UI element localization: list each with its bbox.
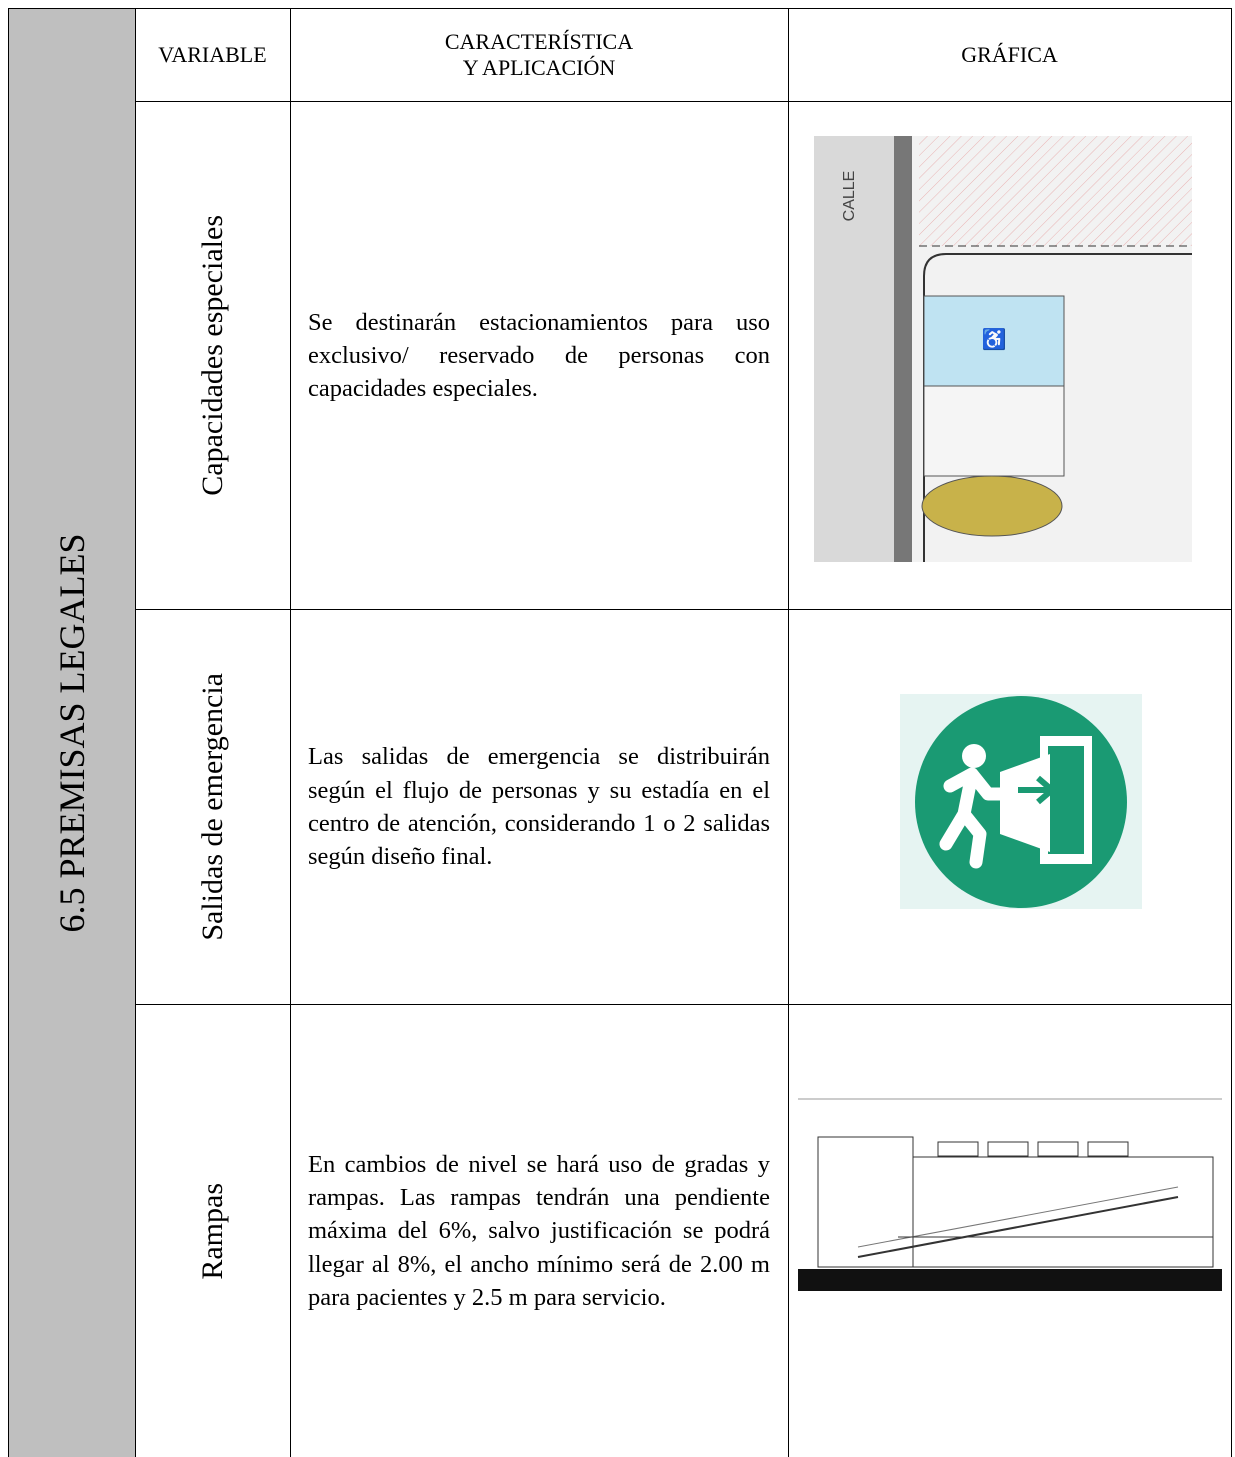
- side-label: 6.5 PREMISAS LEGALES: [52, 533, 92, 933]
- figure-cell: ♿ CALLE: [788, 101, 1232, 610]
- exit-sign: [900, 694, 1142, 909]
- description: Las salidas de emergencia se distribuirá…: [308, 743, 770, 871]
- figure-cell: [788, 1004, 1232, 1457]
- ramp-section: [798, 1087, 1222, 1297]
- variable-label: Rampas: [195, 1182, 229, 1280]
- description-cell: Las salidas de emergencia se distribuirá…: [290, 609, 789, 1005]
- variable-label: Capacidades especiales: [195, 215, 229, 496]
- header-cell: GRÁFICA: [788, 8, 1232, 102]
- header-cell: VARIABLE: [135, 8, 291, 102]
- variable-cell: Capacidades especiales: [135, 101, 291, 610]
- header-cell: CARACTERÍSTICA Y APLICACIÓN: [290, 8, 789, 102]
- description: Se destinarán estacionamientos para uso …: [308, 308, 770, 403]
- side-band: 6.5 PREMISAS LEGALES: [8, 8, 136, 1457]
- figure-cell: [788, 609, 1232, 1005]
- parking-plan: ♿ CALLE: [814, 136, 1192, 562]
- description-cell: Se destinarán estacionamientos para uso …: [290, 101, 789, 610]
- variable-cell: Rampas: [135, 1004, 291, 1457]
- street-label: CALLE: [841, 171, 858, 222]
- description: En cambios de nivel se hará uso de grada…: [308, 1150, 770, 1311]
- variable-label: Salidas de emergencia: [195, 673, 229, 941]
- svg-text:♿: ♿: [982, 327, 1007, 351]
- variable-cell: Salidas de emergencia: [135, 609, 291, 1005]
- description-cell: En cambios de nivel se hará uso de grada…: [290, 1004, 789, 1457]
